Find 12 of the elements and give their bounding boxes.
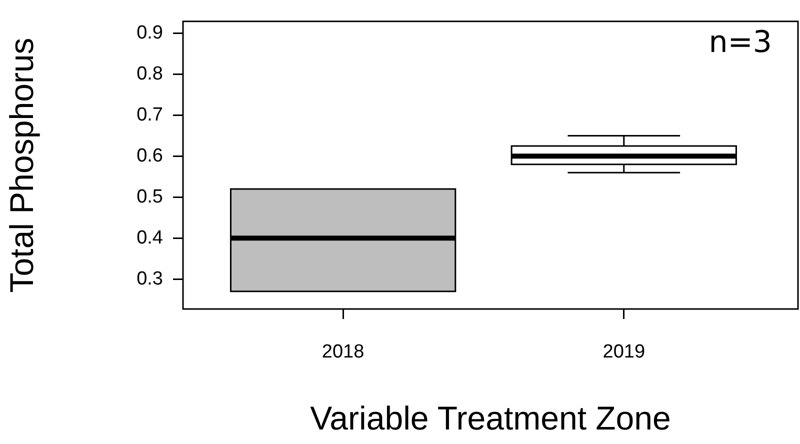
y-tick-label: 0.3 xyxy=(136,268,163,290)
annotation: n=3 xyxy=(708,25,772,60)
y-tick-label: 0.5 xyxy=(136,186,163,208)
y-axis-title: Total Phosphorus xyxy=(2,38,40,293)
x-tick-label: 2019 xyxy=(602,342,646,363)
x-axis-title: Variable Treatment Zone xyxy=(310,399,671,436)
x-tick-label: 2018 xyxy=(322,342,364,363)
y-tick-label: 0.6 xyxy=(136,145,163,166)
y-tick-label: 0.4 xyxy=(136,227,164,248)
y-tick-label: 0.9 xyxy=(136,22,163,44)
y-tick-label: 0.8 xyxy=(136,63,163,84)
y-tick-label: 0.7 xyxy=(136,104,163,126)
